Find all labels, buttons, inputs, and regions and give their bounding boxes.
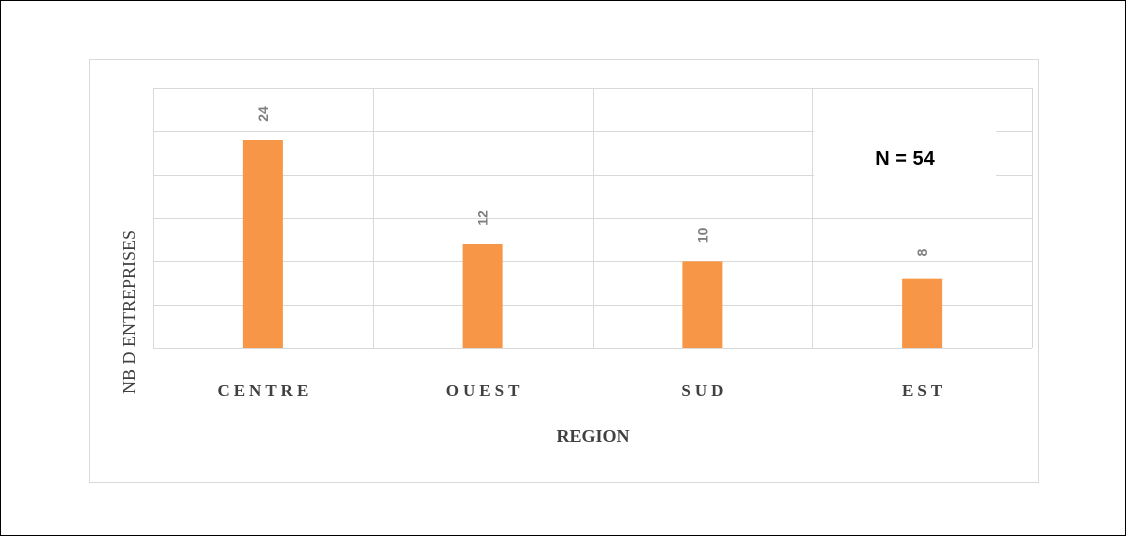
- category-label-sud: SUD: [681, 381, 727, 400]
- bar-sud: [682, 261, 723, 348]
- category-label-centre: CENTRE: [217, 381, 312, 400]
- category-label-ouest: OUEST: [446, 381, 524, 400]
- bar-ouest: [462, 244, 503, 348]
- x-axis-title: REGION: [556, 426, 629, 446]
- sample-size-annotation: N = 54: [875, 148, 935, 170]
- category-label-est: EST: [902, 381, 946, 400]
- gridlines: [153, 88, 1033, 349]
- bar-value-labels: 24 12 10 8: [255, 106, 930, 257]
- bar-value-label: 8: [914, 249, 930, 257]
- bar-value-label: 10: [694, 227, 710, 243]
- y-axis-title: NB D ENTREPRISES: [119, 230, 139, 394]
- bar-est: [902, 278, 943, 348]
- annotation-background: [814, 130, 996, 188]
- bar-value-label: 12: [475, 210, 491, 226]
- bar-centre: [242, 140, 283, 348]
- chart-panel: 24 12 10 8 CENTRE OUEST SUD EST N = 54 REGION …: [89, 59, 1039, 483]
- bar-value-label: 24: [255, 106, 271, 122]
- bars: [242, 140, 943, 348]
- category-labels: CENTRE OUEST SUD EST: [217, 381, 946, 400]
